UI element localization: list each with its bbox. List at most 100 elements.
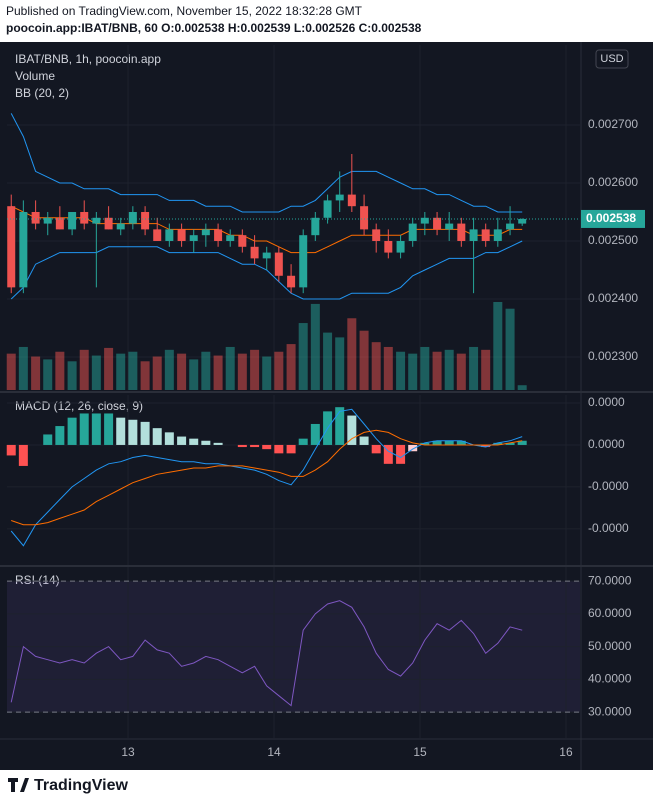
candle-body: [408, 223, 417, 241]
volume-bar: [310, 303, 320, 390]
macd-histogram-bar: [274, 444, 284, 454]
volume-bar: [250, 349, 260, 390]
candle-body: [481, 229, 490, 241]
y-tick-label: 0.002300: [588, 349, 638, 363]
candle-body: [372, 229, 381, 241]
candle-body: [323, 200, 332, 218]
y-tick-label: 70.0000: [588, 573, 632, 587]
volume-bar: [189, 359, 199, 390]
volume-bar: [237, 353, 247, 390]
macd-histogram-bar: [396, 444, 406, 464]
y-tick-label: 60.0000: [588, 606, 632, 620]
candle-body: [177, 229, 186, 241]
volume-bar: [298, 323, 308, 390]
currency-label[interactable]: USD: [600, 53, 623, 65]
candle-body: [433, 217, 442, 230]
candle-body: [141, 211, 150, 230]
volume-bar: [420, 346, 430, 390]
macd-histogram-bar: [55, 426, 65, 445]
candle-body: [43, 217, 52, 224]
macd-histogram-bar: [177, 436, 187, 445]
macd-histogram-bar: [298, 438, 308, 445]
volume-bar: [493, 302, 503, 390]
volume-bar: [6, 353, 16, 390]
volume-bar: [213, 355, 223, 390]
x-tick-label: 14: [267, 745, 281, 759]
y-tick-label: -0.0000: [588, 521, 629, 535]
volume-bar: [201, 351, 211, 390]
macd-histogram-bar: [237, 444, 247, 448]
macd-histogram-bar: [201, 440, 211, 445]
volume-bar: [347, 318, 357, 390]
volume-bar: [18, 346, 28, 390]
bb-upper: [10, 113, 523, 213]
publish-line: Published on TradingView.com, November 1…: [6, 4, 363, 18]
candle-body: [457, 223, 466, 241]
symbol-line: poocoin.app:IBAT/BNB, 60 O:0.002538 H:0.…: [6, 21, 422, 35]
macd-histogram-bar: [371, 444, 381, 454]
candle-body: [287, 275, 296, 288]
legend-symbol: IBAT/BNB, 1h, poocoin.app: [15, 52, 161, 66]
volume-bar: [262, 356, 272, 390]
chart-background: [0, 42, 653, 770]
volume-bar: [91, 355, 101, 390]
macd-histogram-bar: [408, 444, 418, 452]
macd-title: MACD (12, 26, close, 9): [15, 399, 143, 413]
volume-bar: [177, 353, 187, 390]
candle-body: [493, 229, 502, 241]
x-tick-label: 15: [413, 745, 427, 759]
rsi-title: RSI (14): [15, 573, 60, 587]
currency-button[interactable]: [595, 49, 629, 69]
candle-body: [445, 223, 454, 230]
volume-bar: [104, 347, 114, 390]
candle-body: [55, 217, 64, 230]
candle-body: [80, 211, 89, 224]
macd-histogram-bar: [286, 444, 296, 454]
volume-bar: [371, 342, 381, 390]
volume-bar: [444, 349, 454, 390]
y-tick-label: 0.002500: [588, 233, 638, 247]
volume-bar: [469, 346, 479, 390]
candle-body: [189, 235, 198, 241]
macd-histogram-bar: [164, 432, 174, 445]
candle-body: [347, 194, 356, 207]
y-tick-label: 0.002600: [588, 175, 638, 189]
brand-name: TradingView: [34, 777, 129, 794]
y-tick-label: 40.0000: [588, 672, 632, 686]
volume-bar: [396, 351, 406, 390]
candle-body: [262, 252, 271, 259]
y-tick-label: -0.0000: [588, 479, 629, 493]
volume-bar: [274, 351, 284, 390]
volume-bar: [79, 349, 89, 390]
macd-histogram-bar: [456, 440, 466, 445]
y-tick-label: 0.002400: [588, 291, 638, 305]
volume-bar: [43, 359, 53, 390]
volume-bar: [359, 330, 369, 390]
candle-body: [7, 206, 16, 288]
macd-histogram-bar: [250, 444, 260, 448]
macd-histogram-bar: [128, 419, 138, 445]
candle-body: [420, 217, 429, 224]
macd-histogram-bar: [140, 421, 150, 445]
y-tick-label: 0.0000: [588, 395, 625, 409]
macd-histogram-bar: [517, 440, 527, 445]
macd-histogram-bar: [347, 415, 357, 445]
macd-histogram-bar: [116, 417, 126, 445]
volume-bar: [335, 337, 345, 390]
candle-body: [299, 235, 308, 288]
y-tick-label: 0.002700: [588, 117, 638, 131]
volume-bar: [164, 349, 174, 390]
candle-body: [128, 211, 137, 224]
macd-histogram-bar: [444, 440, 454, 445]
volume-bar: [128, 351, 138, 390]
macd-histogram-bar: [79, 413, 89, 445]
volume-bar: [456, 353, 466, 390]
macd-line: [10, 408, 523, 547]
macd-histogram-bar: [6, 444, 16, 456]
y-tick-label: 30.0000: [588, 704, 632, 718]
candle-body: [31, 211, 40, 224]
brand-logo: [8, 778, 29, 792]
candle-body: [250, 246, 259, 259]
volume-bar: [505, 308, 515, 390]
